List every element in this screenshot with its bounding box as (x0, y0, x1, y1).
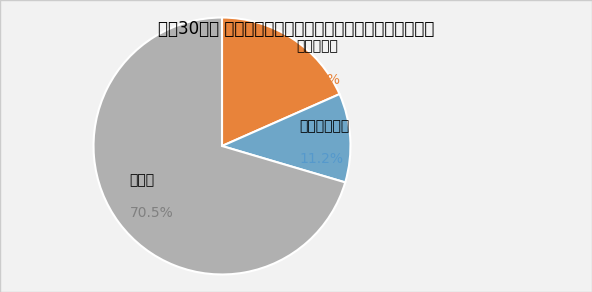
Text: 非該当: 非該当 (130, 173, 155, 187)
Wedge shape (222, 94, 350, 182)
Text: メタボ該当: メタボ該当 (297, 39, 339, 53)
Text: 11.2%: 11.2% (299, 152, 343, 166)
Text: 18.4%: 18.4% (297, 73, 340, 87)
Text: 平成30年度 メタボリックシンドローム該当・予備群の割合: 平成30年度 メタボリックシンドローム該当・予備群の割合 (158, 20, 434, 39)
Wedge shape (222, 18, 340, 146)
Wedge shape (94, 18, 345, 274)
Text: 70.5%: 70.5% (130, 206, 173, 220)
Text: メタボ予備群: メタボ予備群 (299, 119, 349, 133)
